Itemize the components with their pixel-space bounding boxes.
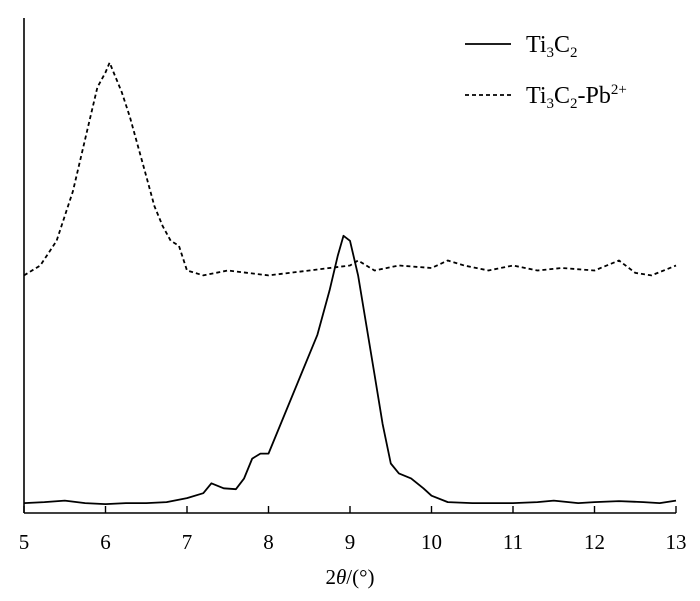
x-axis-title: 2θ/(°) bbox=[325, 565, 374, 589]
x-tick-label: 11 bbox=[503, 530, 523, 554]
x-tick-label: 8 bbox=[263, 530, 274, 554]
plot-lines bbox=[23, 61, 677, 506]
legend-label-dashed: Ti3C2-Pb2+ bbox=[526, 82, 627, 112]
x-tick-label: 9 bbox=[345, 530, 356, 554]
series-dashed-line bbox=[23, 61, 677, 277]
series-solid-line bbox=[23, 234, 677, 506]
x-tick-label: 12 bbox=[584, 530, 605, 554]
legend: Ti3C2 Ti3C2-Pb2+ bbox=[465, 32, 627, 112]
x-tick-label: 10 bbox=[421, 530, 442, 554]
x-tick-label: 6 bbox=[100, 530, 111, 554]
x-tick-label: 13 bbox=[666, 530, 687, 554]
x-tick-label: 7 bbox=[182, 530, 193, 554]
legend-label-solid: Ti3C2 bbox=[526, 32, 578, 61]
x-axis-ticks: 5 6 7 8 9 10 11 12 13 bbox=[19, 506, 687, 554]
x-tick-label: 5 bbox=[19, 530, 30, 554]
